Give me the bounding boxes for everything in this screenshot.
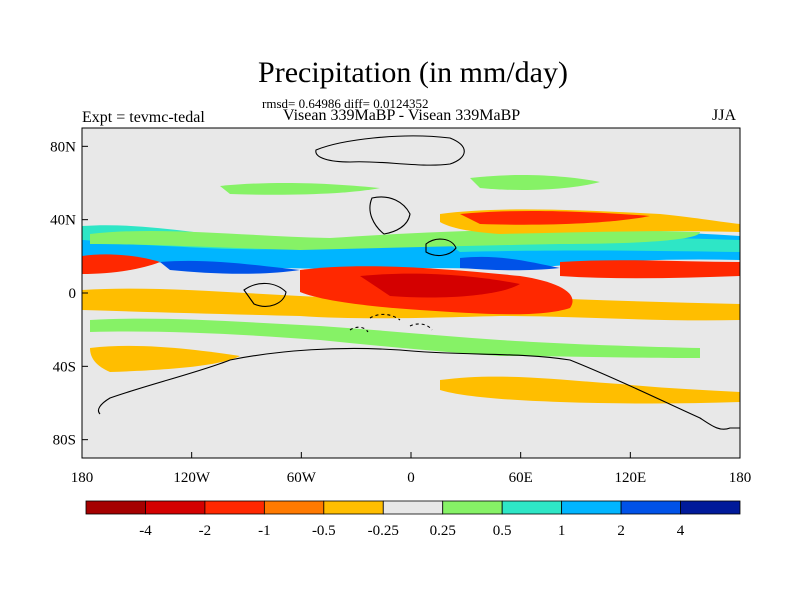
colorbar-swatch [561, 500, 622, 515]
colorbar-label: -1 [258, 523, 271, 539]
colorbar-swatch [204, 500, 265, 515]
x-tick-label: 0 [407, 470, 415, 486]
colorbar-label: -0.5 [312, 523, 336, 539]
contour-fill-red-east [560, 260, 740, 279]
colorbar-label: -2 [199, 523, 212, 539]
coastline-north-landmass [315, 135, 465, 166]
contour-fill-red-west [82, 254, 160, 274]
contour-fill-dark-blue [160, 260, 300, 274]
plot-subtitle: Visean 339MaBP - Visean 339MaBP [283, 107, 521, 124]
colorbar-swatch [680, 500, 741, 515]
contour-fill-orange-south-east [440, 376, 740, 404]
y-tick-label: 0 [69, 286, 77, 302]
coastline-east-island [425, 238, 457, 257]
contour-fill-green-high-north-east [470, 175, 600, 190]
colorbar-label: -4 [139, 523, 152, 539]
colorbar-swatch [145, 500, 206, 515]
colorbar-swatch [323, 500, 384, 515]
colorbar-label: 0.25 [430, 523, 456, 539]
colorbar-label: 2 [617, 523, 625, 539]
contour-fill-red-north [460, 210, 650, 225]
coastline-west-peninsula [243, 282, 287, 307]
colorbar-label: 1 [558, 523, 566, 539]
colorbar-swatch [85, 500, 146, 515]
contour-fill-dark-blue-east [460, 256, 560, 271]
experiment-label: Expt = tevmc-tedal [82, 109, 205, 126]
x-tick-label: 60W [287, 470, 317, 486]
coastline-southern-landmass [97, 347, 740, 430]
x-tick-label: 180 [729, 470, 752, 486]
x-tick-label: 120W [173, 470, 211, 486]
colorbar-swatch [442, 500, 503, 515]
colorbar-swatch [501, 500, 563, 515]
x-axis: 180 120W 60W 0 60E 120E 180 [71, 452, 752, 486]
rmsd-diff-stats: rmsd= 0.64986 diff= 0.0124352 [262, 96, 429, 111]
anomaly-field [82, 175, 740, 404]
colorbar-swatch [620, 500, 681, 515]
y-tick-label: 40N [50, 213, 76, 229]
y-axis: 80N 40N 0 40S 80S [50, 139, 88, 449]
colorbar: -4 -2 -1 -0.5 -0.25 0.25 0.5 1 2 4 [85, 500, 741, 539]
contour-fill-dark-red [360, 273, 520, 298]
season-label: JJA [712, 107, 737, 124]
plot-title: Precipitation (in mm/day) [258, 56, 568, 89]
contour-fill-green-high-north [220, 182, 380, 195]
colorbar-label: -0.25 [368, 523, 399, 539]
continent-outlines [97, 135, 740, 430]
y-tick-label: 40S [53, 359, 76, 375]
colorbar-label: 0.5 [493, 523, 512, 539]
colorbar-swatch [382, 500, 444, 515]
contour-fill-orange-south-west [90, 345, 240, 372]
coastline-central-landmass [369, 196, 411, 235]
y-tick-label: 80S [53, 433, 76, 449]
colorbar-label: 4 [677, 523, 685, 539]
x-tick-label: 180 [71, 470, 94, 486]
contour-fill-green-south [90, 318, 700, 358]
x-tick-label: 120E [614, 470, 646, 486]
coastline-island-chain [349, 313, 433, 333]
x-tick-label: 60E [509, 470, 533, 486]
y-tick-label: 80N [50, 139, 76, 155]
contour-fill-green-north [90, 229, 700, 250]
colorbar-swatch [263, 500, 325, 515]
